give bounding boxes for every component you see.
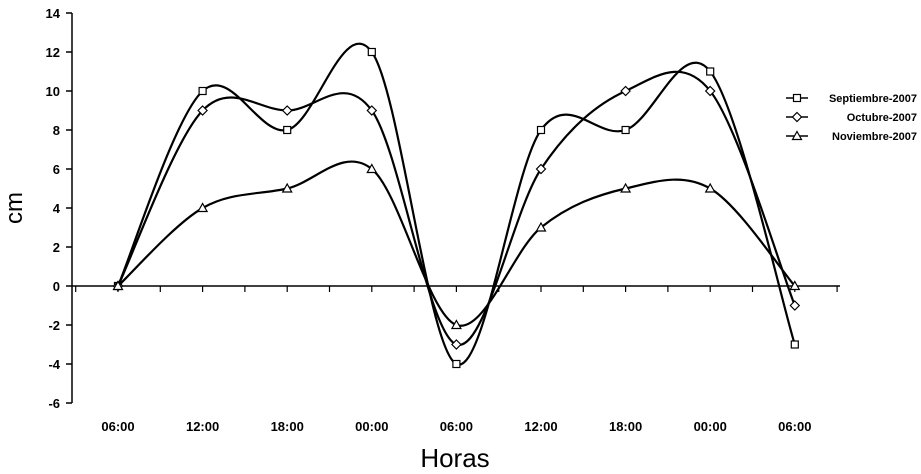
- legend: Septiembre-2007 Octubre-2007 Noviembre-200…: [786, 93, 917, 143]
- x-tick-label: 00:00: [694, 419, 727, 434]
- data-point: [197, 202, 209, 213]
- y-tick-label: 12: [46, 45, 60, 60]
- x-tick-label: 12:00: [186, 419, 219, 434]
- x-tick-label: 06:00: [778, 419, 811, 434]
- y-tick-label: 14: [46, 6, 61, 21]
- y-tick-label: -4: [48, 357, 60, 372]
- legend-marker: [791, 130, 803, 141]
- data-point: [450, 319, 462, 330]
- series-3: [112, 160, 801, 330]
- y-tick-label: -6: [48, 396, 60, 411]
- data-point: [704, 85, 716, 97]
- data-point: [620, 85, 631, 97]
- series-line: [117, 70, 796, 346]
- y-tick-label: 6: [53, 162, 60, 177]
- x-tick-label: 18:00: [271, 419, 304, 434]
- data-point: [366, 163, 378, 174]
- series-layer: [112, 42, 801, 369]
- y-tick-label: 4: [53, 201, 61, 216]
- y-tick-label: 10: [46, 84, 60, 99]
- legend-label: Noviembre-2007: [832, 131, 917, 143]
- data-point: [112, 280, 124, 291]
- data-point: [283, 125, 292, 135]
- data-point: [367, 47, 376, 57]
- y-tick-label: -2: [48, 318, 60, 333]
- x-tick-label: 06:00: [440, 419, 473, 434]
- legend-item: Septiembre-2007: [786, 93, 917, 105]
- legend-label: Septiembre-2007: [829, 93, 917, 105]
- data-point: [452, 359, 461, 369]
- y-tick-label: 2: [53, 240, 60, 255]
- y-tick-label: 8: [53, 123, 60, 138]
- legend-item: Noviembre-2007: [786, 130, 917, 143]
- legend-marker: [791, 111, 803, 123]
- data-point: [366, 105, 378, 116]
- data-point: [704, 182, 716, 193]
- y-tick-label: 0: [53, 279, 60, 294]
- axes: -6 -4 -2 0 2 4 6 8 10 12 14 06:00 12:00 18:00 00:00 06:…: [46, 6, 840, 434]
- x-tick-label: 18:00: [609, 419, 642, 434]
- data-point: [535, 163, 547, 175]
- x-tick-label: 06:00: [101, 419, 134, 434]
- x-axis-title: Horas: [420, 443, 489, 473]
- legend-item: Octubre-2007: [786, 111, 917, 124]
- data-point: [789, 280, 801, 291]
- series-line: [117, 160, 796, 327]
- series-1: [113, 42, 799, 369]
- x-tick-label: 00:00: [355, 419, 388, 434]
- data-point: [281, 182, 293, 193]
- y-axis-title: cm: [1, 192, 28, 224]
- x-tick-label: 12:00: [524, 419, 557, 434]
- data-point: [198, 86, 207, 96]
- data-point: [197, 105, 208, 116]
- data-point: [535, 221, 547, 232]
- data-point: [281, 105, 293, 116]
- data-point: [620, 182, 632, 193]
- legend-label: Octubre-2007: [847, 112, 917, 124]
- legend-marker: [792, 93, 802, 103]
- series-2: [112, 70, 801, 350]
- data-point: [536, 125, 546, 135]
- data-point: [706, 67, 715, 76]
- series-line: [116, 42, 796, 366]
- data-point: [621, 125, 630, 135]
- data-point: [790, 340, 799, 349]
- data-point: [789, 300, 801, 311]
- data-point: [451, 339, 462, 350]
